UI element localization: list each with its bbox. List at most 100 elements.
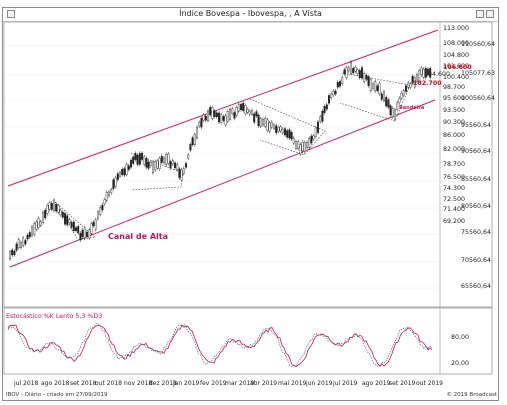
candle-body [341,77,344,84]
candle-body [116,173,119,180]
candle-body [162,157,165,164]
candle-body [376,85,379,91]
candle-body [405,85,408,92]
stochastic-series [7,323,433,368]
candle-body [237,104,240,112]
candle-body [418,70,421,82]
x-axis-label: ago 2019 [362,380,391,387]
price-label-left: 98.700 [443,84,465,91]
candle-body [55,203,58,212]
candle-body [147,161,150,169]
candle-body [387,99,390,108]
window-menu-icon[interactable] [7,10,15,18]
candle-body [48,202,51,210]
candle-body [332,90,335,96]
pattern-lines [54,72,411,241]
candle-body [308,138,311,148]
candle-body [297,141,300,149]
candle-body [343,69,346,75]
candle-body [220,114,223,123]
candle-body [24,240,27,245]
candle-body [204,115,207,121]
candle-body [391,108,394,118]
price-label-left: 74.300 [443,185,465,192]
price-labels-left: 113.000 108.000 104.800 101.600 100.400 98.70… [443,25,469,225]
candle-body [28,232,31,238]
candle-body [180,169,183,181]
price-label-right: 85560,64 [461,176,491,183]
candle-body [429,68,432,78]
candle-body [259,118,262,127]
candle-body [68,219,71,224]
stochastic-k-line [7,324,433,368]
x-axis-label: mar 2019 [225,380,254,387]
candle-body [312,135,315,140]
candle-body [160,156,163,163]
x-axis-label: set 2018 [70,380,97,387]
candle-body [424,67,427,78]
x-axis-label: nov 2018 [124,380,152,387]
price-label-right: 65560,64 [461,283,491,290]
candle-body [123,168,126,176]
price-label-left: 93.500 [443,107,465,114]
price-label-left: 82.000 [443,146,465,153]
candle-body [94,219,97,230]
candle-body [328,95,331,104]
candle-body [233,112,236,119]
candle-body [149,161,152,166]
candle-body [275,125,278,134]
candle-body [31,226,34,236]
price-panel-border [3,21,493,308]
close-icon[interactable] [486,10,494,18]
candle-body [129,160,132,168]
candle-body [402,90,405,96]
channel-lower-line[interactable] [9,99,436,268]
candle-body [42,212,45,223]
candle-body [22,237,25,246]
candle-body [57,205,60,213]
candle-body [165,154,168,165]
candle-body [112,179,115,189]
price-label-right: 80560,64 [461,203,491,210]
candle-body [189,144,192,151]
candle-body [59,209,62,216]
candle-body [8,251,11,260]
channel-upper-line[interactable] [7,29,439,187]
candle-body [193,134,196,145]
candle-body [83,227,86,239]
stoch-level-20: 20,00 [451,360,469,367]
candle-body [178,168,181,178]
price-label-left: 71.400 [443,206,465,213]
x-axis-label: abr 2019 [250,380,277,387]
candle-body [154,161,157,171]
candle-body [396,102,399,110]
candle-body [46,205,49,214]
candle-body [61,211,64,218]
candle-body [103,199,106,204]
candle-body [187,154,190,159]
candle-body [110,189,113,193]
candle-body [85,231,88,237]
candle-body [107,191,110,197]
chart-frame [2,7,499,401]
candle-body [288,129,291,139]
candle-body [213,110,216,117]
candle-body [385,97,388,107]
x-axis-label: jan 2019 [172,380,200,387]
candle-body [284,128,287,136]
price-labels-right: 110560,64 105077,63 100560,64 95560,64 90560… [461,41,495,290]
candle-body [255,111,258,117]
minimize-icon[interactable] [476,10,484,18]
candle-body [389,105,392,116]
candle-body [264,118,267,127]
candle-body [268,122,271,132]
x-axis-label: fev 2019 [200,380,227,387]
candle-body [235,107,238,116]
candle-body [323,106,326,113]
candle-body [176,163,179,170]
candle-body [290,132,293,140]
candle-body [310,135,313,144]
candle-body [171,160,174,165]
